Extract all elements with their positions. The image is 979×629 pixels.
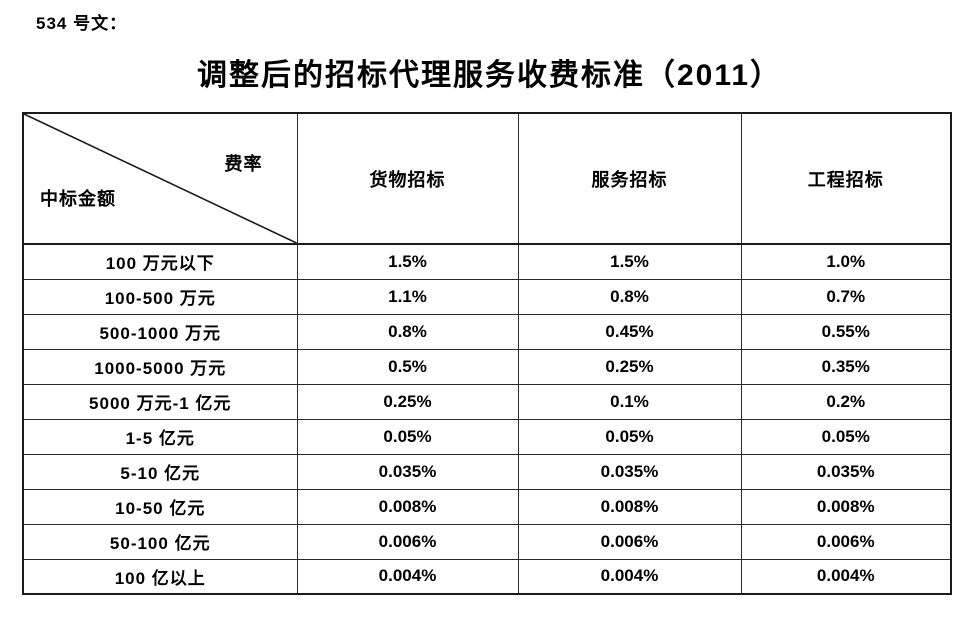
rate-cell: 0.008% <box>517 488 742 525</box>
table-header: 费率 中标金额 货物招标 服务招标 工程招标 <box>22 112 952 245</box>
corner-label-amount: 中标金额 <box>40 189 116 209</box>
row-label: 50-100 亿元 <box>22 523 298 560</box>
table-row: 50-100 亿元 0.006% 0.006% 0.006% <box>22 523 952 560</box>
column-header-services: 服务招标 <box>517 112 742 245</box>
rate-cell: 0.008% <box>296 488 519 525</box>
table-row: 100 万元以下 1.5% 1.5% 1.0% <box>22 243 952 280</box>
rate-cell: 0.8% <box>517 278 742 315</box>
row-label: 1000-5000 万元 <box>22 348 298 385</box>
rate-cell: 0.7% <box>740 278 952 315</box>
rate-cell: 1.5% <box>296 243 519 280</box>
rate-cell: 0.35% <box>740 348 952 385</box>
rate-cell: 1.1% <box>296 278 519 315</box>
table-row: 5-10 亿元 0.035% 0.035% 0.035% <box>22 453 952 490</box>
table-row: 500-1000 万元 0.8% 0.45% 0.55% <box>22 313 952 350</box>
table-row: 1000-5000 万元 0.5% 0.25% 0.35% <box>22 348 952 385</box>
doc-number: 534 号文： <box>36 14 128 33</box>
rate-cell: 0.1% <box>517 383 742 420</box>
table-row: 100-500 万元 1.1% 0.8% 0.7% <box>22 278 952 315</box>
rate-cell: 0.035% <box>296 453 519 490</box>
rate-cell: 0.035% <box>740 453 952 490</box>
rate-cell: 0.006% <box>740 523 952 560</box>
rate-cell: 0.55% <box>740 313 952 350</box>
row-label: 500-1000 万元 <box>22 313 298 350</box>
rate-cell: 0.004% <box>296 558 519 595</box>
row-label: 5-10 亿元 <box>22 453 298 490</box>
rate-cell: 0.006% <box>296 523 519 560</box>
rate-cell: 0.004% <box>517 558 742 595</box>
table-row: 1-5 亿元 0.05% 0.05% 0.05% <box>22 418 952 455</box>
table-row: 100 亿以上 0.004% 0.004% 0.004% <box>22 558 952 595</box>
corner-label-rate: 费率 <box>224 154 263 174</box>
rate-cell: 0.25% <box>517 348 742 385</box>
rate-cell: 0.25% <box>296 383 519 420</box>
rate-cell: 0.05% <box>740 418 952 455</box>
row-label: 100 万元以下 <box>22 243 298 280</box>
rate-cell: 0.05% <box>296 418 519 455</box>
rate-cell: 0.45% <box>517 313 742 350</box>
row-label: 100-500 万元 <box>22 278 298 315</box>
row-label: 10-50 亿元 <box>22 488 298 525</box>
row-label: 1-5 亿元 <box>22 418 298 455</box>
rate-cell: 0.035% <box>517 453 742 490</box>
page-title: 调整后的招标代理服务收费标准（2011） <box>196 59 783 92</box>
corner-header-cell: 费率 中标金额 <box>22 112 298 245</box>
rate-cell: 0.8% <box>296 313 519 350</box>
table-row: 5000 万元-1 亿元 0.25% 0.1% 0.2% <box>22 383 952 420</box>
table-body: 100 万元以下 1.5% 1.5% 1.0% 100-500 万元 1.1% … <box>22 243 952 595</box>
rate-cell: 0.006% <box>517 523 742 560</box>
rate-cell: 1.5% <box>517 243 742 280</box>
rate-cell: 0.5% <box>296 348 519 385</box>
column-header-goods: 货物招标 <box>296 112 519 245</box>
diagonal-divider-line <box>24 114 297 243</box>
rate-cell: 0.004% <box>740 558 952 595</box>
column-header-works: 工程招标 <box>740 112 952 245</box>
row-label: 5000 万元-1 亿元 <box>22 383 298 420</box>
rate-cell: 0.05% <box>517 418 742 455</box>
row-label: 100 亿以上 <box>22 558 298 595</box>
rate-cell: 0.2% <box>740 383 952 420</box>
table-row: 10-50 亿元 0.008% 0.008% 0.008% <box>22 488 952 525</box>
rate-cell: 0.008% <box>740 488 952 525</box>
rate-cell: 1.0% <box>740 243 952 280</box>
fee-rate-table: 费率 中标金额 货物招标 服务招标 工程招标 100 万元以下 1.5% 1.5… <box>22 112 952 595</box>
